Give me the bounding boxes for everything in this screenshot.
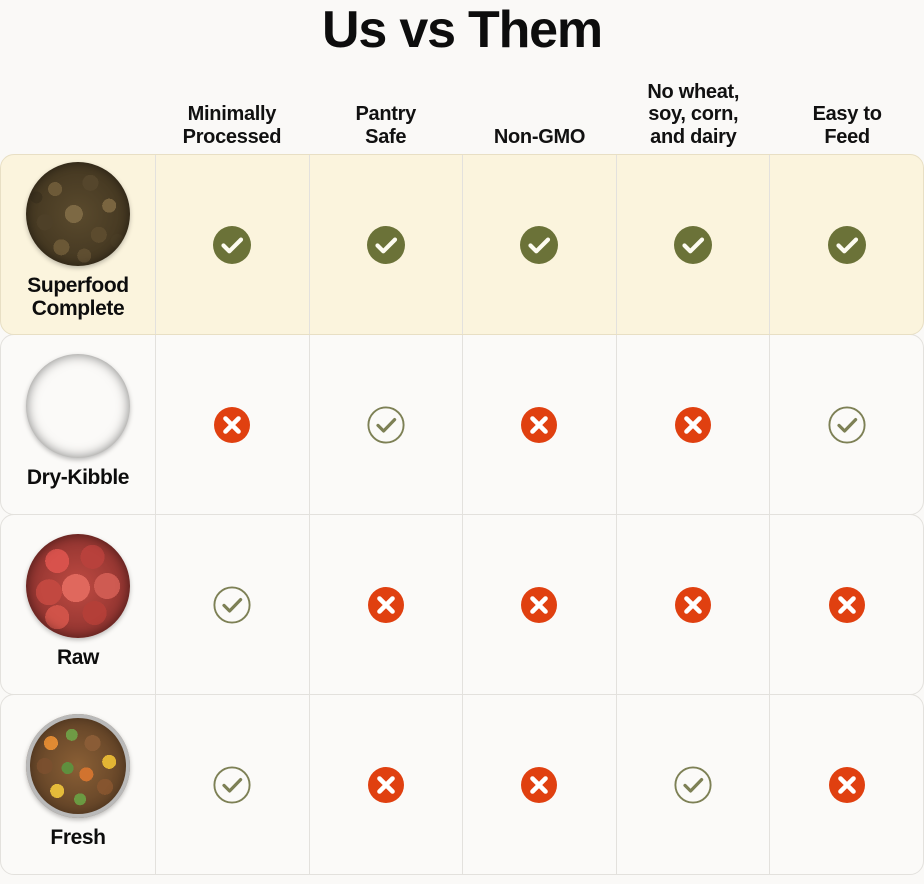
bowl-rim — [26, 714, 130, 818]
product-cell-fresh: Fresh — [1, 695, 156, 874]
product-label: Fresh — [50, 825, 106, 850]
bowl-rim — [26, 534, 130, 638]
header-line-2: Safe — [365, 125, 407, 148]
cell-fresh-non-gmo — [463, 695, 617, 874]
product-label-line-1: Superfood — [27, 274, 129, 298]
product-cell-raw: Raw — [1, 515, 156, 694]
cell-dry-kibble-no-wheat-soy-corn-dairy — [617, 335, 771, 514]
cell-dry-kibble-pantry-safe — [310, 335, 464, 514]
product-label-line-1: Raw — [57, 645, 99, 669]
header-line-1: Pantry — [355, 103, 416, 126]
cell-fresh-no-wheat-soy-corn-dairy — [617, 695, 771, 874]
comparison-table: Superfood Complete Dry-Kibble Raw Fresh — [0, 154, 924, 875]
header-line-1: Minimally — [187, 103, 277, 126]
check-solid-icon — [827, 225, 866, 264]
check-outline-icon — [674, 765, 712, 804]
cell-superfood-complete-minimally-processed — [156, 155, 310, 334]
header-line-2: soy, corn, — [648, 103, 739, 126]
cross-circle-icon — [521, 586, 558, 623]
product-label: Raw — [57, 645, 99, 670]
column-header-easy-to-feed: Easy to Feed — [770, 103, 924, 148]
cell-fresh-easy-to-feed — [770, 695, 923, 874]
check-outline-icon — [367, 405, 405, 444]
cell-fresh-pantry-safe — [310, 695, 464, 874]
column-header-minimally-processed: Minimally Processed — [155, 103, 309, 148]
product-image-fresh — [26, 713, 130, 818]
cross-circle-icon — [367, 586, 404, 623]
product-label: Superfood Complete — [27, 274, 129, 320]
header-line-1: No wheat, — [647, 80, 740, 103]
cell-superfood-complete-non-gmo — [463, 155, 617, 334]
cell-superfood-complete-easy-to-feed — [770, 155, 923, 334]
cross-circle-icon — [828, 766, 865, 803]
table-row: Dry-Kibble — [0, 334, 924, 515]
product-label: Dry-Kibble — [26, 465, 130, 490]
cell-raw-minimally-processed — [156, 515, 310, 694]
cell-superfood-complete-pantry-safe — [310, 155, 464, 334]
check-solid-icon — [520, 225, 559, 264]
check-outline-icon — [213, 765, 251, 804]
cell-dry-kibble-minimally-processed — [156, 335, 310, 514]
table-row: Raw — [0, 514, 924, 695]
product-cell-dry-kibble: Dry-Kibble — [1, 335, 156, 514]
check-outline-icon — [828, 405, 866, 444]
table-row: Fresh — [0, 694, 924, 875]
check-outline-icon — [213, 585, 251, 624]
cross-circle-icon — [828, 586, 865, 623]
cross-circle-icon — [675, 586, 712, 623]
cell-fresh-minimally-processed — [156, 695, 310, 874]
bowl-rim — [26, 354, 130, 458]
column-header-pantry-safe: Pantry Safe — [309, 103, 463, 148]
cell-dry-kibble-non-gmo — [463, 335, 617, 514]
header-line-2: Feed — [824, 125, 870, 148]
column-header-non-gmo: Non-GMO — [463, 126, 617, 148]
table-row: Superfood Complete — [0, 154, 924, 335]
cross-circle-icon — [214, 406, 251, 443]
product-label-line-1: Dry-Kibble — [26, 465, 130, 489]
check-solid-icon — [674, 225, 713, 264]
column-header-no-wheat-soy-corn-dairy: No wheat, soy, corn, and dairy — [616, 81, 770, 148]
cross-circle-icon — [367, 766, 404, 803]
header-line-2: Processed — [182, 125, 282, 148]
cell-raw-pantry-safe — [310, 515, 464, 694]
bowl-rim — [26, 162, 130, 266]
cell-superfood-complete-no-wheat-soy-corn-dairy — [617, 155, 771, 334]
cell-dry-kibble-easy-to-feed — [770, 335, 923, 514]
product-image-raw — [26, 533, 130, 638]
cross-circle-icon — [521, 406, 558, 443]
product-image-dry-kibble — [26, 354, 130, 458]
cross-circle-icon — [521, 766, 558, 803]
cell-raw-non-gmo — [463, 515, 617, 694]
column-header-row: Minimally Processed Pantry Safe Non-GMO … — [0, 62, 924, 154]
check-solid-icon — [213, 225, 252, 264]
cell-raw-easy-to-feed — [770, 515, 923, 694]
cross-circle-icon — [675, 406, 712, 443]
header-line-1: Non-GMO — [493, 125, 586, 148]
check-solid-icon — [366, 225, 405, 264]
product-image-superfood-complete — [26, 162, 130, 267]
cell-raw-no-wheat-soy-corn-dairy — [617, 515, 771, 694]
product-label-line-1: Fresh — [50, 825, 106, 849]
header-line-1: Easy to — [812, 103, 882, 126]
header-line-3: and dairy — [650, 125, 737, 148]
page-title: Us vs Them — [322, 1, 603, 59]
product-label-line-2: Complete — [31, 297, 125, 320]
product-cell-superfood-complete: Superfood Complete — [1, 155, 156, 334]
